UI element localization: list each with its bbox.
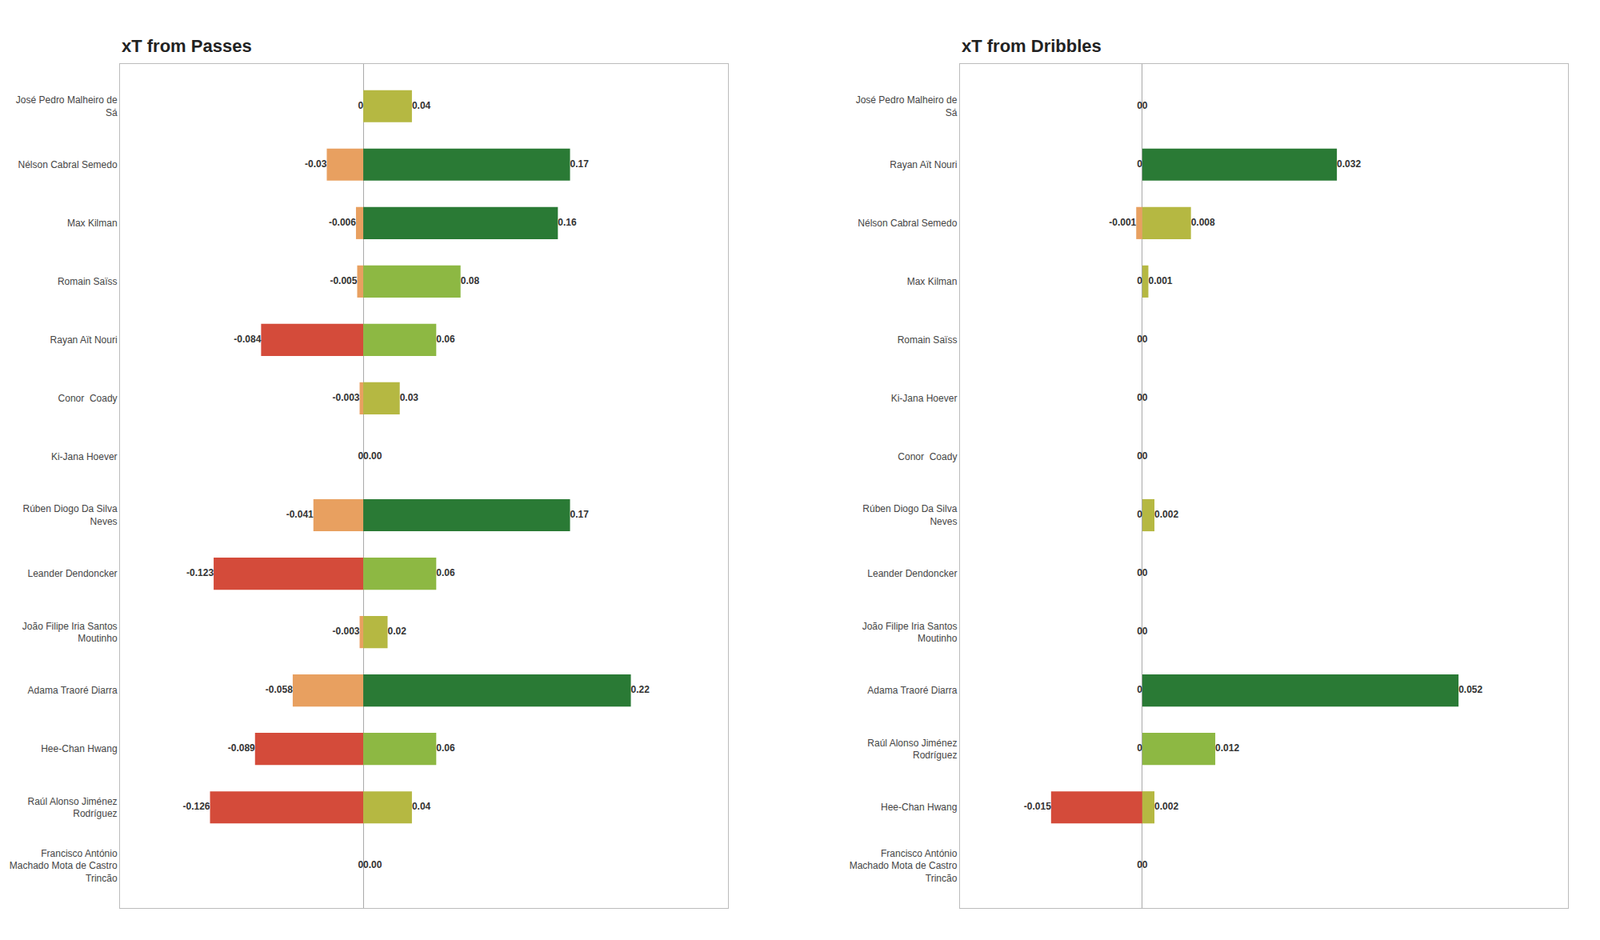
svg-text:João Filipe Iria SantosMoutinh: João Filipe Iria SantosMoutinho xyxy=(862,620,958,645)
svg-text:Romain Saïss: Romain Saïss xyxy=(897,334,958,346)
svg-text:-0.006: -0.006 xyxy=(328,216,356,228)
svg-text:0.04: 0.04 xyxy=(412,800,432,812)
svg-text:Francisco AntónioMachado Mota: Francisco AntónioMachado Mota de CastroT… xyxy=(849,848,958,884)
svg-text:0: 0 xyxy=(1136,859,1143,871)
svg-text:0: 0 xyxy=(1136,158,1143,170)
svg-text:0.16: 0.16 xyxy=(557,216,577,228)
svg-text:-0.003: -0.003 xyxy=(332,625,360,637)
svg-text:0.012: 0.012 xyxy=(1215,742,1240,754)
svg-text:0.002: 0.002 xyxy=(1154,800,1179,812)
svg-text:0.08: 0.08 xyxy=(460,275,480,287)
svg-text:0: 0 xyxy=(1142,625,1148,637)
svg-text:0: 0 xyxy=(1136,684,1143,696)
svg-text:Conor Coady: Conor Coady xyxy=(897,451,957,463)
svg-text:0.001: 0.001 xyxy=(1148,275,1172,287)
svg-text:-0.041: -0.041 xyxy=(286,508,314,520)
svg-text:Nélson Cabral Semedo: Nélson Cabral Semedo xyxy=(18,159,118,171)
svg-text:Hee-Chan Hwang: Hee-Chan Hwang xyxy=(880,801,957,813)
svg-text:0.00: 0.00 xyxy=(363,450,383,462)
svg-text:Raúl Alonso JiménezRodríguez: Raúl Alonso JiménezRodríguez xyxy=(28,796,118,820)
svg-text:0: 0 xyxy=(357,100,364,112)
svg-text:José Pedro Malheiro deSá: José Pedro Malheiro deSá xyxy=(16,94,118,119)
svg-text:0: 0 xyxy=(1136,392,1143,404)
svg-text:-0.001: -0.001 xyxy=(1108,216,1136,228)
svg-text:Romain Saïss: Romain Saïss xyxy=(57,276,118,288)
svg-text:Max Kilman: Max Kilman xyxy=(907,276,958,288)
svg-text:Francisco AntónioMachado Mota: Francisco AntónioMachado Mota de CastroT… xyxy=(9,848,118,884)
svg-text:-0.089: -0.089 xyxy=(228,742,256,754)
svg-text:0.02: 0.02 xyxy=(387,625,407,637)
svg-text:0.04: 0.04 xyxy=(412,100,432,112)
svg-text:Adama Traoré Diarra: Adama Traoré Diarra xyxy=(28,684,118,696)
svg-text:Raúl Alonso JiménezRodríguez: Raúl Alonso JiménezRodríguez xyxy=(867,737,957,762)
svg-text:0: 0 xyxy=(1136,333,1143,345)
svg-text:0.17: 0.17 xyxy=(570,158,590,170)
svg-text:0: 0 xyxy=(1142,567,1148,579)
svg-text:0: 0 xyxy=(1136,567,1143,579)
svg-text:Ki-Jana Hoever: Ki-Jana Hoever xyxy=(51,451,118,463)
svg-text:0.03: 0.03 xyxy=(400,392,420,404)
svg-text:0: 0 xyxy=(1142,859,1148,871)
svg-text:Hee-Chan Hwang: Hee-Chan Hwang xyxy=(40,743,117,755)
svg-text:0: 0 xyxy=(1136,625,1143,637)
svg-text:0.06: 0.06 xyxy=(436,333,456,345)
svg-text:0: 0 xyxy=(1142,450,1148,462)
svg-text:0: 0 xyxy=(1136,508,1143,520)
svg-text:0: 0 xyxy=(1136,275,1143,287)
svg-text:João Filipe Iria SantosMoutinh: João Filipe Iria SantosMoutinho xyxy=(22,620,118,645)
svg-text:José Pedro Malheiro deSá: José Pedro Malheiro deSá xyxy=(856,94,958,119)
svg-text:0.008: 0.008 xyxy=(1191,216,1216,228)
svg-text:0: 0 xyxy=(1142,392,1148,404)
svg-text:Leander Dendoncker: Leander Dendoncker xyxy=(28,568,118,580)
svg-text:0: 0 xyxy=(1136,100,1143,112)
svg-text:Rayan Aït Nouri: Rayan Aït Nouri xyxy=(889,159,957,171)
svg-text:0: 0 xyxy=(1136,450,1143,462)
svg-text:xT from Passes: xT from Passes xyxy=(121,36,252,56)
svg-text:0.22: 0.22 xyxy=(631,684,651,696)
svg-text:0.00: 0.00 xyxy=(363,859,383,871)
svg-text:Ki-Jana Hoever: Ki-Jana Hoever xyxy=(891,392,958,404)
svg-text:0.052: 0.052 xyxy=(1458,684,1483,696)
svg-text:Leander Dendoncker: Leander Dendoncker xyxy=(867,568,957,580)
svg-text:0: 0 xyxy=(1142,333,1148,345)
svg-text:0.032: 0.032 xyxy=(1336,158,1361,170)
svg-text:Rúben Diogo Da SilvaNeves: Rúben Diogo Da SilvaNeves xyxy=(23,503,118,528)
svg-text:0.17: 0.17 xyxy=(570,508,590,520)
svg-text:0: 0 xyxy=(357,450,364,462)
svg-text:-0.126: -0.126 xyxy=(182,800,210,812)
svg-text:-0.03: -0.03 xyxy=(304,158,328,170)
svg-text:xT from Dribbles: xT from Dribbles xyxy=(961,36,1102,56)
svg-text:Rayan Aït Nouri: Rayan Aït Nouri xyxy=(50,334,118,346)
svg-text:0.06: 0.06 xyxy=(436,742,456,754)
svg-text:0.06: 0.06 xyxy=(436,567,456,579)
svg-text:-0.003: -0.003 xyxy=(332,392,360,404)
svg-text:-0.005: -0.005 xyxy=(329,275,357,287)
svg-text:-0.123: -0.123 xyxy=(186,567,214,579)
svg-text:-0.015: -0.015 xyxy=(1024,800,1052,812)
svg-text:Rúben Diogo Da SilvaNeves: Rúben Diogo Da SilvaNeves xyxy=(862,503,957,528)
svg-text:Nélson Cabral Semedo: Nélson Cabral Semedo xyxy=(857,217,957,229)
svg-text:Conor Coady: Conor Coady xyxy=(58,392,118,404)
svg-text:0: 0 xyxy=(1136,742,1143,754)
svg-text:0: 0 xyxy=(1142,100,1148,112)
svg-text:Adama Traoré Diarra: Adama Traoré Diarra xyxy=(867,684,957,696)
svg-text:-0.084: -0.084 xyxy=(233,333,261,345)
svg-text:-0.058: -0.058 xyxy=(265,684,293,696)
svg-text:Max Kilman: Max Kilman xyxy=(67,217,118,229)
svg-text:0.002: 0.002 xyxy=(1154,508,1179,520)
svg-text:0: 0 xyxy=(357,859,364,871)
